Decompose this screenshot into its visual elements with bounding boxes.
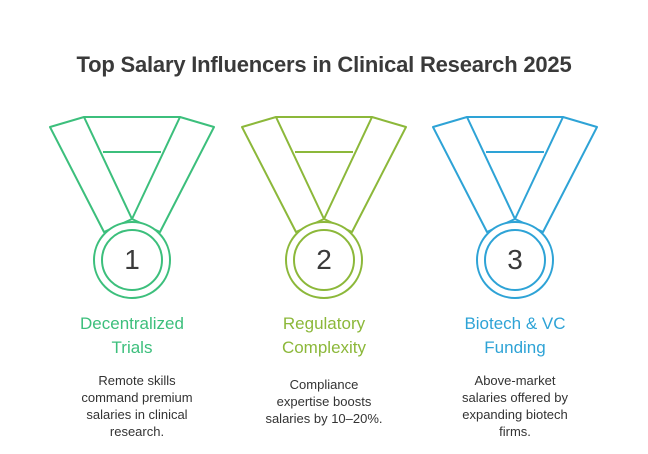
medal-2-label-line2: Complexity — [281, 338, 367, 357]
medal-1-desc-line2: command premium — [81, 390, 193, 405]
medal-2-desc-line1: Compliance — [289, 377, 359, 392]
medal-1-label-line2: Trials — [111, 338, 153, 357]
medal-3-label: Biotech & VC Funding — [420, 312, 610, 360]
medal-2-circle — [285, 221, 363, 299]
medal-2-label: Regulatory Complexity — [229, 312, 419, 360]
medal-3-number: 3 — [507, 244, 523, 275]
medal-1-desc-line4: research. — [109, 424, 165, 439]
medal-1-desc-line3: salaries in clinical — [86, 407, 188, 422]
medal-2-number: 2 — [316, 244, 332, 275]
medal-2-desc-line3: salaries by 10–20%. — [265, 411, 383, 426]
medal-3-desc-line1: Above-market — [474, 373, 556, 388]
medal-3-desc-line3: expanding biotech — [462, 407, 568, 422]
medal-1-number: 1 — [124, 244, 140, 275]
page-title: Top Salary Influencers in Clinical Resea… — [76, 52, 572, 77]
medal-3-label-line1: Biotech & VC — [464, 314, 566, 333]
medal-1-circle — [93, 221, 171, 299]
medal-1-label: Decentralized Trials — [37, 312, 227, 360]
medal-2-label-line1: Regulatory — [282, 314, 366, 333]
medal-3-label-line2: Funding — [484, 338, 546, 357]
medal-1-description: Remote skills command premium salaries i… — [62, 372, 212, 440]
medal-1-desc-line1: Remote skills — [98, 373, 176, 388]
medal-3-desc-line4: firms. — [499, 424, 531, 439]
medal-2-desc-line2: expertise boosts — [276, 394, 372, 409]
medal-3-circle — [476, 221, 554, 299]
medal-1-ribbon — [49, 116, 215, 233]
medal-2-ribbon — [241, 116, 407, 233]
medal-3-ribbon — [432, 116, 598, 233]
medal-2-description: Compliance expertise boosts salaries by … — [249, 376, 399, 427]
medal-3-description: Above-market salaries offered by expandi… — [440, 372, 590, 440]
medal-3-desc-line2: salaries offered by — [462, 390, 568, 405]
medal-1-label-line1: Decentralized — [80, 314, 184, 333]
